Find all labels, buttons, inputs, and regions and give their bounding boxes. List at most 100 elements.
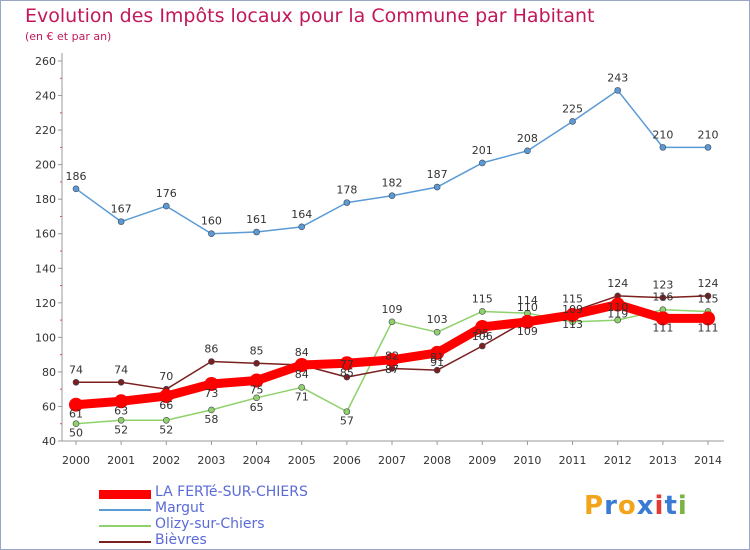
data-point: [704, 144, 712, 151]
data-point: [117, 416, 125, 424]
x-tick-label: 2007: [378, 454, 406, 467]
data-label: 119: [607, 308, 628, 321]
x-tick-label: 2001: [107, 454, 135, 467]
data-label: 86: [204, 343, 218, 356]
data-label: 210: [652, 128, 673, 141]
data-point: [343, 199, 351, 206]
data-label: 66: [159, 399, 173, 412]
data-label: 115: [472, 292, 493, 305]
data-label: 74: [69, 363, 83, 376]
data-label: 106: [472, 330, 493, 343]
data-label: 85: [340, 366, 354, 379]
x-tick-label: 2013: [649, 454, 677, 467]
y-tick-label: 200: [35, 159, 56, 172]
x-tick-label: 2006: [333, 454, 361, 467]
data-point: [117, 218, 125, 225]
legend-swatch: [99, 541, 151, 543]
data-point: [298, 223, 306, 231]
data-point: [388, 192, 396, 200]
data-point: [117, 378, 125, 386]
y-tick-label: 80: [42, 366, 56, 379]
legend-label: Margut: [155, 500, 205, 516]
data-label: 52: [159, 423, 173, 436]
data-point: [610, 297, 625, 312]
data-label: 58: [204, 413, 218, 426]
legend-label: Bièvres: [155, 532, 207, 548]
data-point: [114, 394, 129, 409]
data-point: [339, 356, 354, 371]
data-label: 84: [295, 346, 309, 359]
data-point: [159, 389, 174, 404]
data-point: [72, 378, 80, 386]
data-label: 201: [472, 144, 493, 157]
legend-swatch: [99, 489, 151, 499]
data-point: [430, 345, 445, 360]
data-point: [162, 202, 170, 210]
legend-swatch: [99, 525, 151, 527]
data-point: [298, 384, 306, 391]
data-label: 61: [69, 408, 83, 421]
data-point: [385, 352, 399, 367]
data-label: 178: [336, 184, 357, 197]
logo-letter: P: [584, 491, 605, 521]
y-tick-label: 220: [35, 124, 56, 137]
data-point: [433, 183, 441, 191]
data-point: [208, 358, 215, 365]
data-label: 87: [385, 363, 399, 376]
logo-letter: r: [604, 491, 618, 521]
data-point: [294, 358, 309, 372]
data-point: [69, 397, 83, 412]
series-line: [75, 89, 709, 235]
x-tick-label: 2003: [197, 454, 225, 467]
y-tick-label: 140: [35, 262, 56, 275]
data-point: [249, 373, 264, 388]
data-point: [204, 377, 219, 391]
data-label: 160: [201, 215, 222, 228]
data-label: 70: [159, 370, 173, 383]
data-label: 75: [250, 384, 264, 397]
y-tick-label: 160: [35, 228, 56, 241]
data-label: 210: [698, 128, 719, 141]
data-label: 109: [517, 325, 538, 338]
data-label: 110: [607, 301, 628, 314]
data-point: [614, 316, 622, 324]
logo-letter: i: [677, 491, 688, 521]
logo-letter: x: [636, 491, 655, 521]
data-label: 123: [652, 279, 673, 292]
data-point: [433, 366, 441, 374]
data-point: [569, 118, 576, 125]
data-label: 167: [111, 203, 132, 216]
legend-label: LA FERTé-SUR-CHIERS: [155, 484, 308, 500]
data-point: [208, 406, 215, 414]
data-label: 84: [295, 368, 309, 381]
data-label: 110: [517, 301, 538, 314]
data-label: 115: [562, 292, 583, 305]
x-tick-label: 2008: [423, 454, 451, 467]
data-point: [72, 420, 80, 428]
data-label: 208: [517, 132, 538, 145]
data-point: [208, 230, 215, 238]
data-point: [343, 373, 351, 381]
data-point: [704, 292, 712, 300]
x-tick-label: 2004: [243, 454, 271, 467]
logo-letter: t: [664, 491, 678, 521]
y-tick-label: 180: [35, 193, 56, 206]
data-point: [478, 342, 486, 350]
data-label: 114: [517, 294, 538, 307]
data-point: [659, 144, 667, 151]
data-label: 82: [385, 349, 399, 362]
x-tick-label: 2009: [468, 454, 496, 467]
data-label: 186: [66, 170, 87, 183]
legend-label: Olizy-sur-Chiers: [155, 516, 265, 532]
x-tick-label: 2005: [288, 454, 316, 467]
data-label: 57: [340, 415, 354, 428]
data-point: [524, 147, 531, 155]
data-point: [253, 394, 260, 402]
data-point: [343, 408, 351, 415]
data-point: [433, 328, 441, 336]
data-label: 161: [246, 213, 267, 226]
data-label: 116: [652, 291, 673, 304]
data-label: 164: [291, 208, 312, 221]
data-label: 63: [114, 404, 128, 417]
data-point: [478, 308, 486, 315]
